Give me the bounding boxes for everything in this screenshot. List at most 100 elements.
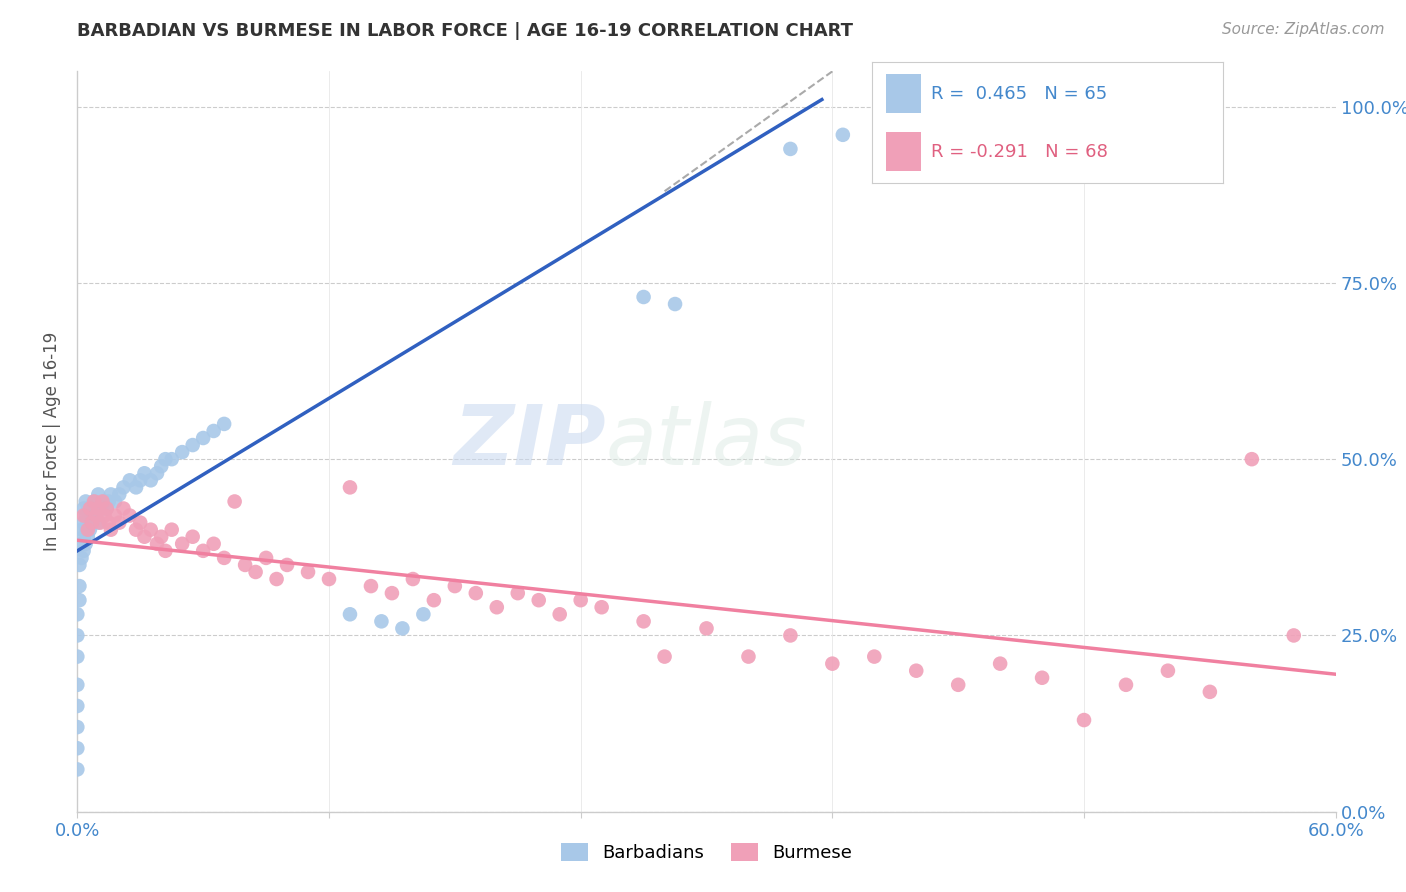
Point [863,649,886,664]
Point [80,501,103,516]
Point [104,494,127,508]
Point [75,537,97,551]
Point [66,720,89,734]
Point [83,494,105,508]
Point [339,480,361,494]
Point [146,537,169,551]
Point [172,537,194,551]
Point [72,501,94,516]
Point [339,607,361,622]
Point [66,628,89,642]
Point [527,593,550,607]
Point [76,501,98,516]
Point [370,615,392,629]
Point [988,657,1011,671]
Point [108,487,131,501]
Point [75,508,97,523]
Bar [886,75,921,113]
Point [948,678,970,692]
Point [80,516,103,530]
Point [412,607,434,622]
Point [100,487,122,501]
Point [360,579,382,593]
Text: R = -0.291   N = 68: R = -0.291 N = 68 [932,143,1108,161]
Legend: Barbadians, Burmese: Barbadians, Burmese [554,836,859,870]
Point [66,678,89,692]
Point [72,530,94,544]
Point [202,537,225,551]
Bar [886,132,921,171]
Point [485,600,508,615]
Point [100,523,122,537]
Point [172,445,194,459]
Point [66,649,89,664]
Point [112,480,135,494]
Point [506,586,529,600]
Point [245,565,267,579]
Point [569,593,592,607]
Point [91,501,114,516]
Point [70,523,93,537]
Point [87,501,110,516]
Point [104,508,127,523]
Point [1240,452,1263,467]
Point [146,467,169,481]
Point [139,523,162,537]
Point [89,516,111,530]
Point [633,290,655,304]
Point [72,544,94,558]
Point [76,530,98,544]
Point [266,572,288,586]
Point [318,572,340,586]
Point [83,494,105,508]
Point [1031,671,1053,685]
Point [155,452,177,467]
Point [67,593,90,607]
Point [84,501,107,516]
Point [1199,685,1222,699]
Point [75,494,97,508]
Point [191,544,215,558]
Point [633,615,655,629]
Point [1282,628,1305,642]
Point [129,516,152,530]
Point [72,516,94,530]
Point [67,579,90,593]
Point [97,494,120,508]
Point [779,142,801,156]
Point [233,558,256,572]
Point [118,508,141,523]
Point [70,550,93,565]
Point [444,579,467,593]
Point [66,741,89,756]
Text: Source: ZipAtlas.com: Source: ZipAtlas.com [1222,22,1385,37]
Point [134,467,156,481]
Point [125,523,148,537]
Point [464,586,486,600]
Point [87,516,110,530]
Point [76,516,98,530]
Point [97,516,120,530]
Point [91,494,114,508]
Point [181,438,204,452]
Point [160,523,183,537]
Y-axis label: In Labor Force | Age 16-19: In Labor Force | Age 16-19 [44,332,62,551]
Point [276,558,298,572]
Point [96,501,118,516]
Point [591,600,613,615]
Point [737,649,759,664]
Point [160,452,183,467]
Point [118,473,141,487]
Point [75,523,97,537]
Point [129,473,152,487]
Point [66,607,89,622]
Point [83,508,105,523]
Point [139,473,162,487]
Text: R =  0.465   N = 65: R = 0.465 N = 65 [932,85,1108,103]
Point [87,501,110,516]
Point [76,523,98,537]
Point [80,516,103,530]
Point [654,649,676,664]
Text: ZIP: ZIP [453,401,606,482]
Point [224,494,246,508]
